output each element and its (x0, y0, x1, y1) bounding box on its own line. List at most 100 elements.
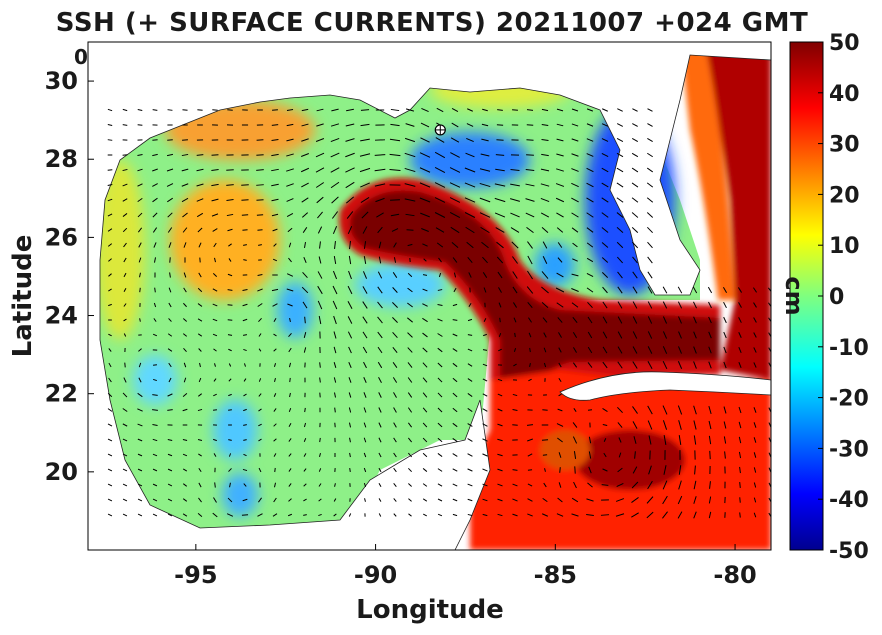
current-arrow (422, 243, 428, 247)
current-arrow (315, 152, 325, 158)
current-arrow (138, 348, 142, 352)
current-arrow (301, 123, 309, 127)
current-arrow (288, 242, 292, 248)
current-arrow (739, 497, 741, 503)
current-arrow (304, 242, 306, 248)
current-arrow (587, 482, 593, 488)
current-arrow (405, 108, 415, 112)
current-arrow (512, 109, 518, 111)
current-arrow (152, 483, 158, 487)
current-arrow (349, 437, 351, 443)
current-arrow (467, 438, 473, 442)
current-arrow (510, 198, 520, 202)
current-arrow (723, 346, 727, 354)
current-arrow (481, 138, 489, 142)
current-arrow (378, 452, 382, 458)
current-arrow (600, 514, 610, 516)
current-arrow (571, 197, 579, 203)
current-arrow (211, 154, 219, 156)
current-arrow (556, 123, 564, 127)
current-arrow (496, 241, 504, 249)
current-arrow (214, 257, 216, 263)
current-arrow (272, 303, 278, 307)
current-arrow (586, 108, 594, 112)
current-arrow (407, 392, 413, 398)
current-arrow (723, 406, 727, 414)
current-arrow (197, 513, 203, 517)
current-arrow (482, 408, 488, 412)
current-arrow (708, 406, 712, 414)
current-arrow (632, 316, 638, 324)
current-arrow (708, 331, 712, 339)
current-arrow (677, 511, 683, 519)
current-arrow (389, 138, 401, 142)
current-arrow (303, 483, 307, 487)
current-arrow (525, 168, 535, 172)
current-arrow (586, 227, 594, 233)
current-arrow (407, 272, 413, 278)
current-arrow (498, 302, 502, 308)
current-arrow (137, 227, 143, 233)
current-arrow (646, 167, 654, 173)
current-arrow (271, 153, 279, 157)
current-arrow (258, 244, 262, 246)
current-arrow (286, 183, 294, 187)
current-arrow (419, 197, 431, 203)
current-arrow (541, 123, 549, 127)
current-arrow (499, 317, 501, 323)
current-arrow (122, 408, 128, 412)
current-arrow (137, 109, 143, 111)
current-arrow (647, 226, 653, 234)
current-arrow (632, 331, 638, 339)
current-arrow (437, 392, 443, 398)
current-arrow (558, 482, 562, 488)
current-arrow (495, 227, 505, 233)
current-arrow (363, 437, 367, 443)
current-arrow (616, 197, 624, 203)
current-arrow (571, 212, 579, 218)
current-arrow (647, 420, 653, 430)
current-arrow (300, 153, 310, 157)
current-arrow (108, 333, 112, 337)
current-arrow (363, 392, 367, 398)
current-arrow (123, 287, 127, 293)
current-arrow (168, 287, 172, 293)
current-arrow (634, 451, 636, 459)
current-arrow (198, 393, 202, 397)
current-arrow (168, 302, 172, 308)
current-arrow (510, 183, 520, 187)
current-arrow (677, 405, 683, 415)
current-arrow (348, 513, 352, 517)
atlantic-warm (700, 42, 771, 380)
current-arrow (363, 452, 367, 458)
current-arrow (497, 438, 503, 442)
current-arrow (289, 392, 291, 398)
current-arrow (753, 482, 757, 488)
current-arrow (258, 408, 262, 412)
current-arrow (258, 378, 262, 382)
current-arrow (107, 213, 113, 217)
current-arrow (182, 468, 188, 472)
current-arrow (169, 257, 171, 263)
current-arrow (631, 167, 639, 173)
current-arrow (152, 409, 158, 411)
current-arrow (631, 152, 639, 158)
current-arrow (753, 467, 757, 473)
current-arrow (464, 182, 476, 188)
current-arrow (271, 138, 279, 142)
current-arrow (153, 242, 157, 248)
current-arrow (182, 227, 188, 233)
current-arrow (138, 242, 142, 248)
current-arrow (169, 272, 171, 278)
current-arrow (678, 435, 682, 445)
current-arrow (123, 242, 127, 248)
current-arrow (512, 498, 518, 502)
current-arrow (586, 242, 594, 248)
current-arrow (137, 392, 143, 398)
current-arrow (693, 316, 697, 324)
current-arrow (348, 255, 352, 265)
current-arrow (122, 124, 128, 126)
current-arrow (768, 302, 771, 308)
current-arrow (709, 450, 711, 460)
current-arrow (452, 513, 458, 517)
